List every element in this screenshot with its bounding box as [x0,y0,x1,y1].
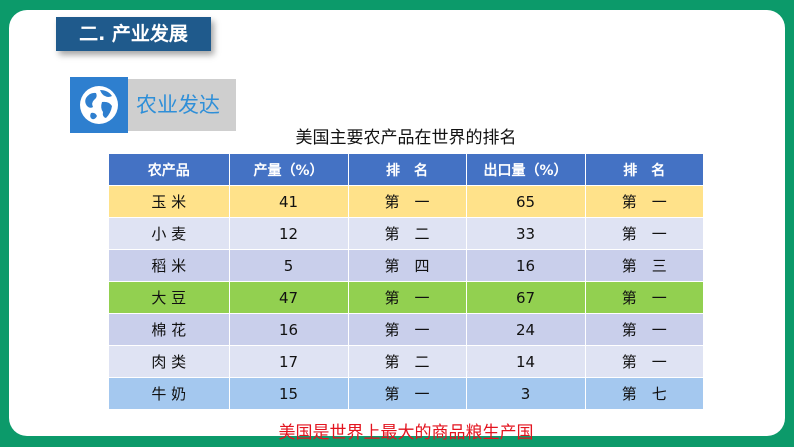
table-row: 棉 花 16 第 一 24 第 一 [109,313,703,346]
cell-product: 牛 奶 [109,377,229,410]
slide-canvas: 二. 产业发展 农业发达 美国主要农产品在世界的排名 农产品 [9,10,785,443]
cell-export-share: 16 [465,249,585,282]
cell-export-share: 3 [465,377,585,410]
cell-output-rank: 第 二 [347,217,466,250]
header-product: 农产品 [109,154,229,186]
cell-export-share: 24 [465,313,585,346]
cell-output-share: 16 [228,313,348,346]
cell-output-rank: 第 一 [347,281,466,314]
header-export-share: 出口量（%） [465,154,585,186]
cell-product: 小 麦 [109,217,229,250]
cell-product: 玉 米 [109,185,229,218]
subheading-label-box: 农业发达 [128,79,236,131]
table-row: 稻 米 5 第 四 16 第 三 [109,249,703,282]
cell-output-rank: 第 二 [347,345,466,378]
table-row: 玉 米 41 第 一 65 第 一 [109,185,703,218]
cell-export-share: 14 [465,345,585,378]
cell-product: 大 豆 [109,281,229,314]
cell-export-share: 67 [465,281,585,314]
cell-export-rank: 第 一 [584,345,703,378]
cell-export-rank: 第 三 [584,249,703,282]
cell-export-rank: 第 七 [584,377,703,410]
cell-output-share: 5 [228,249,348,282]
cell-product: 肉 类 [109,345,229,378]
cell-product: 棉 花 [109,313,229,346]
ranking-table: 农产品 产量（%） 排 名 出口量（%） 排 名 玉 米 41 第 一 65 第… [109,154,703,410]
header-output-share: 产量（%） [228,154,348,186]
cell-export-share: 33 [465,217,585,250]
cell-export-rank: 第 一 [584,281,703,314]
table-row: 大 豆 47 第 一 67 第 一 [109,281,703,314]
table-caption: 美国主要农产品在世界的排名 [295,128,517,148]
cell-product: 稻 米 [109,249,229,282]
cell-output-rank: 第 一 [347,313,466,346]
table-row: 小 麦 12 第 二 33 第 一 [109,217,703,250]
cell-output-share: 41 [228,185,348,218]
cell-export-rank: 第 一 [584,217,703,250]
table-header-row: 农产品 产量（%） 排 名 出口量（%） 排 名 [109,154,703,186]
subheading-label: 农业发达 [136,93,220,117]
subheading-banner: 农业发达 [70,77,236,133]
cell-export-share: 65 [465,185,585,218]
cell-output-share: 15 [228,377,348,410]
cell-output-share: 12 [228,217,348,250]
cell-output-rank: 第 一 [347,185,466,218]
header-export-rank: 排 名 [584,154,703,186]
cell-output-share: 47 [228,281,348,314]
section-title: 二. 产业发展 [56,17,211,51]
cell-output-share: 17 [228,345,348,378]
globe-icon [70,77,128,133]
cell-export-rank: 第 一 [584,313,703,346]
cell-output-rank: 第 四 [347,249,466,282]
cell-export-rank: 第 一 [584,185,703,218]
cell-output-rank: 第 一 [347,377,466,410]
header-output-rank: 排 名 [347,154,466,186]
table-row: 肉 类 17 第 二 14 第 一 [109,345,703,378]
table-row: 牛 奶 15 第 一 3 第 七 [109,377,703,410]
footnote: 美国是世界上最大的商品粮生产国 [278,423,534,443]
